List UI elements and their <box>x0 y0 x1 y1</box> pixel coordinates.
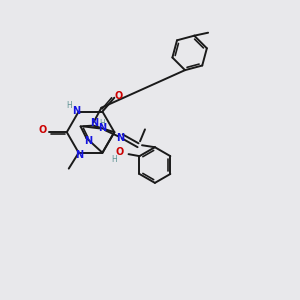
Text: H: H <box>100 119 105 128</box>
Text: H: H <box>111 154 117 164</box>
Text: N: N <box>76 150 84 160</box>
Text: N: N <box>84 136 92 146</box>
Text: N: N <box>116 133 124 143</box>
Text: O: O <box>39 125 47 135</box>
Text: O: O <box>114 91 122 101</box>
Text: O: O <box>116 147 124 157</box>
Text: H: H <box>66 101 72 110</box>
Text: N: N <box>98 123 106 134</box>
Text: N: N <box>72 106 80 116</box>
Text: N: N <box>90 118 98 128</box>
